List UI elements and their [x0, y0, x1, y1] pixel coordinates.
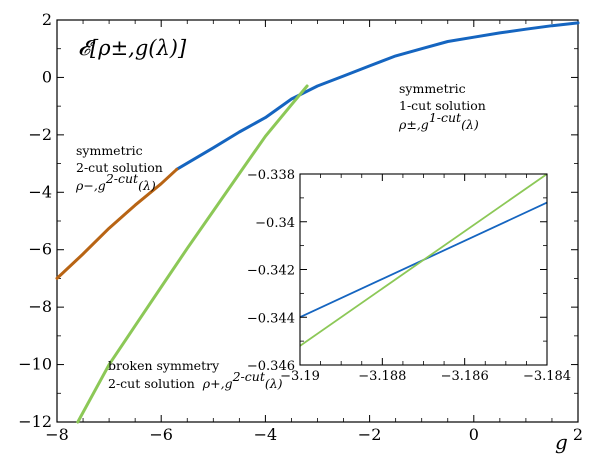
annotation-two-cut-minus-line2: 2-cut solution [76, 160, 163, 175]
main-axes: −8 −6 −4 −2 0 2 2 0 −2 −4 −6 −8 −10 −12 [18, 10, 583, 444]
annotation-two-cut-plus-arg: (λ) [265, 376, 283, 391]
inset-plot: −3.19 −3.188 −3.186 −3.184 −0.338 −0.34 −0.342… [247, 168, 571, 384]
main-y-tick-label: 0 [42, 67, 52, 86]
annotation-two-cut-minus-formula: ρ−,g2-cut(λ) [75, 171, 156, 193]
main-plot: −8 −6 −4 −2 0 2 2 0 −2 −4 −6 −8 −10 −12 [18, 10, 583, 444]
annotation-two-cut-minus-line1: symmetric [76, 143, 143, 158]
main-y-tick-label: −4 [28, 182, 52, 201]
series-line-two-cut-minus [55, 167, 179, 280]
main-y-tick-label: −8 [28, 297, 52, 316]
main-x-tick-label: −2 [358, 425, 382, 444]
inset-y-tick-label: −0.342 [247, 264, 295, 279]
main-x-tick-label: 0 [469, 425, 479, 444]
inset-x-tick-label: −3.19 [280, 369, 320, 384]
inset-y-tick-label: −0.344 [247, 311, 295, 326]
annotation-one-cut-sup: 1-cut [429, 110, 462, 125]
inset-y-tick-label: −0.34 [255, 216, 295, 231]
annotation-one-cut-line2: 1-cut solution [399, 98, 486, 113]
main-y-tick-label: −2 [28, 125, 52, 144]
inset-x-tick-label: −3.184 [523, 369, 571, 384]
main-y-tick-label: −10 [18, 355, 52, 374]
inset-background [300, 174, 547, 365]
inset-series [299, 173, 548, 347]
annotation-two-cut-plus-line2: 2-cut solution [108, 376, 195, 391]
main-y-tick-label: −6 [28, 240, 52, 259]
series-line-two-cut-plus [76, 84, 309, 424]
annotation-one-cut-line1: symmetric [399, 81, 466, 96]
annotation-two-cut-plus-sup: 2-cut [232, 369, 266, 384]
main-y-tick-label: 2 [42, 10, 52, 29]
chart-title: 𝓔[ρ±,g(λ)] [78, 36, 187, 60]
main-x-tick-label: 2 [573, 425, 583, 444]
annotation-two-cut-minus: symmetric 2-cut solution ρ−,g2-cut(λ) [75, 143, 163, 193]
inset-y-tick-label: −0.338 [247, 168, 295, 183]
annotation-two-cut-plus-math: ρ+,g [202, 376, 233, 391]
annotation-two-cut-minus-sup: 2-cut [105, 171, 139, 186]
main-x-tick-label: −6 [149, 425, 173, 444]
inset-x-tick-label: −3.188 [358, 369, 406, 384]
annotation-one-cut-math: ρ±,g [398, 117, 429, 132]
annotation-two-cut-plus-line1: broken symmetry [108, 358, 220, 373]
annotation-one-cut-arg: (λ) [461, 117, 479, 132]
annotation-two-cut-minus-arg: (λ) [138, 178, 156, 193]
main-y-tick-label: −12 [18, 412, 52, 431]
main-x-tick-label: −8 [45, 425, 69, 444]
main-x-tick-label: −4 [254, 425, 278, 444]
annotation-one-cut: symmetric 1-cut solution ρ±,g1-cut(λ) [398, 81, 486, 132]
annotation-two-cut-plus: broken symmetry 2-cut solution ρ+,g2-cut… [108, 358, 283, 391]
annotation-one-cut-formula: ρ±,g1-cut(λ) [398, 110, 479, 132]
inset-x-tick-label: −3.186 [441, 369, 489, 384]
annotation-two-cut-minus-math: ρ−,g [75, 178, 106, 193]
main-series [55, 21, 580, 424]
series-line-one-cut [175, 21, 580, 171]
x-axis-label: g [555, 430, 568, 454]
inset-y-tick-label: −0.346 [247, 359, 295, 374]
inset-axes: −3.19 −3.188 −3.186 −3.184 −0.338 −0.34 −0.342… [247, 168, 571, 384]
inset-series-line-two-cut-plus [299, 173, 548, 347]
annotation-two-cut-plus-formula: 2-cut solution ρ+,g2-cut(λ) [108, 369, 283, 391]
